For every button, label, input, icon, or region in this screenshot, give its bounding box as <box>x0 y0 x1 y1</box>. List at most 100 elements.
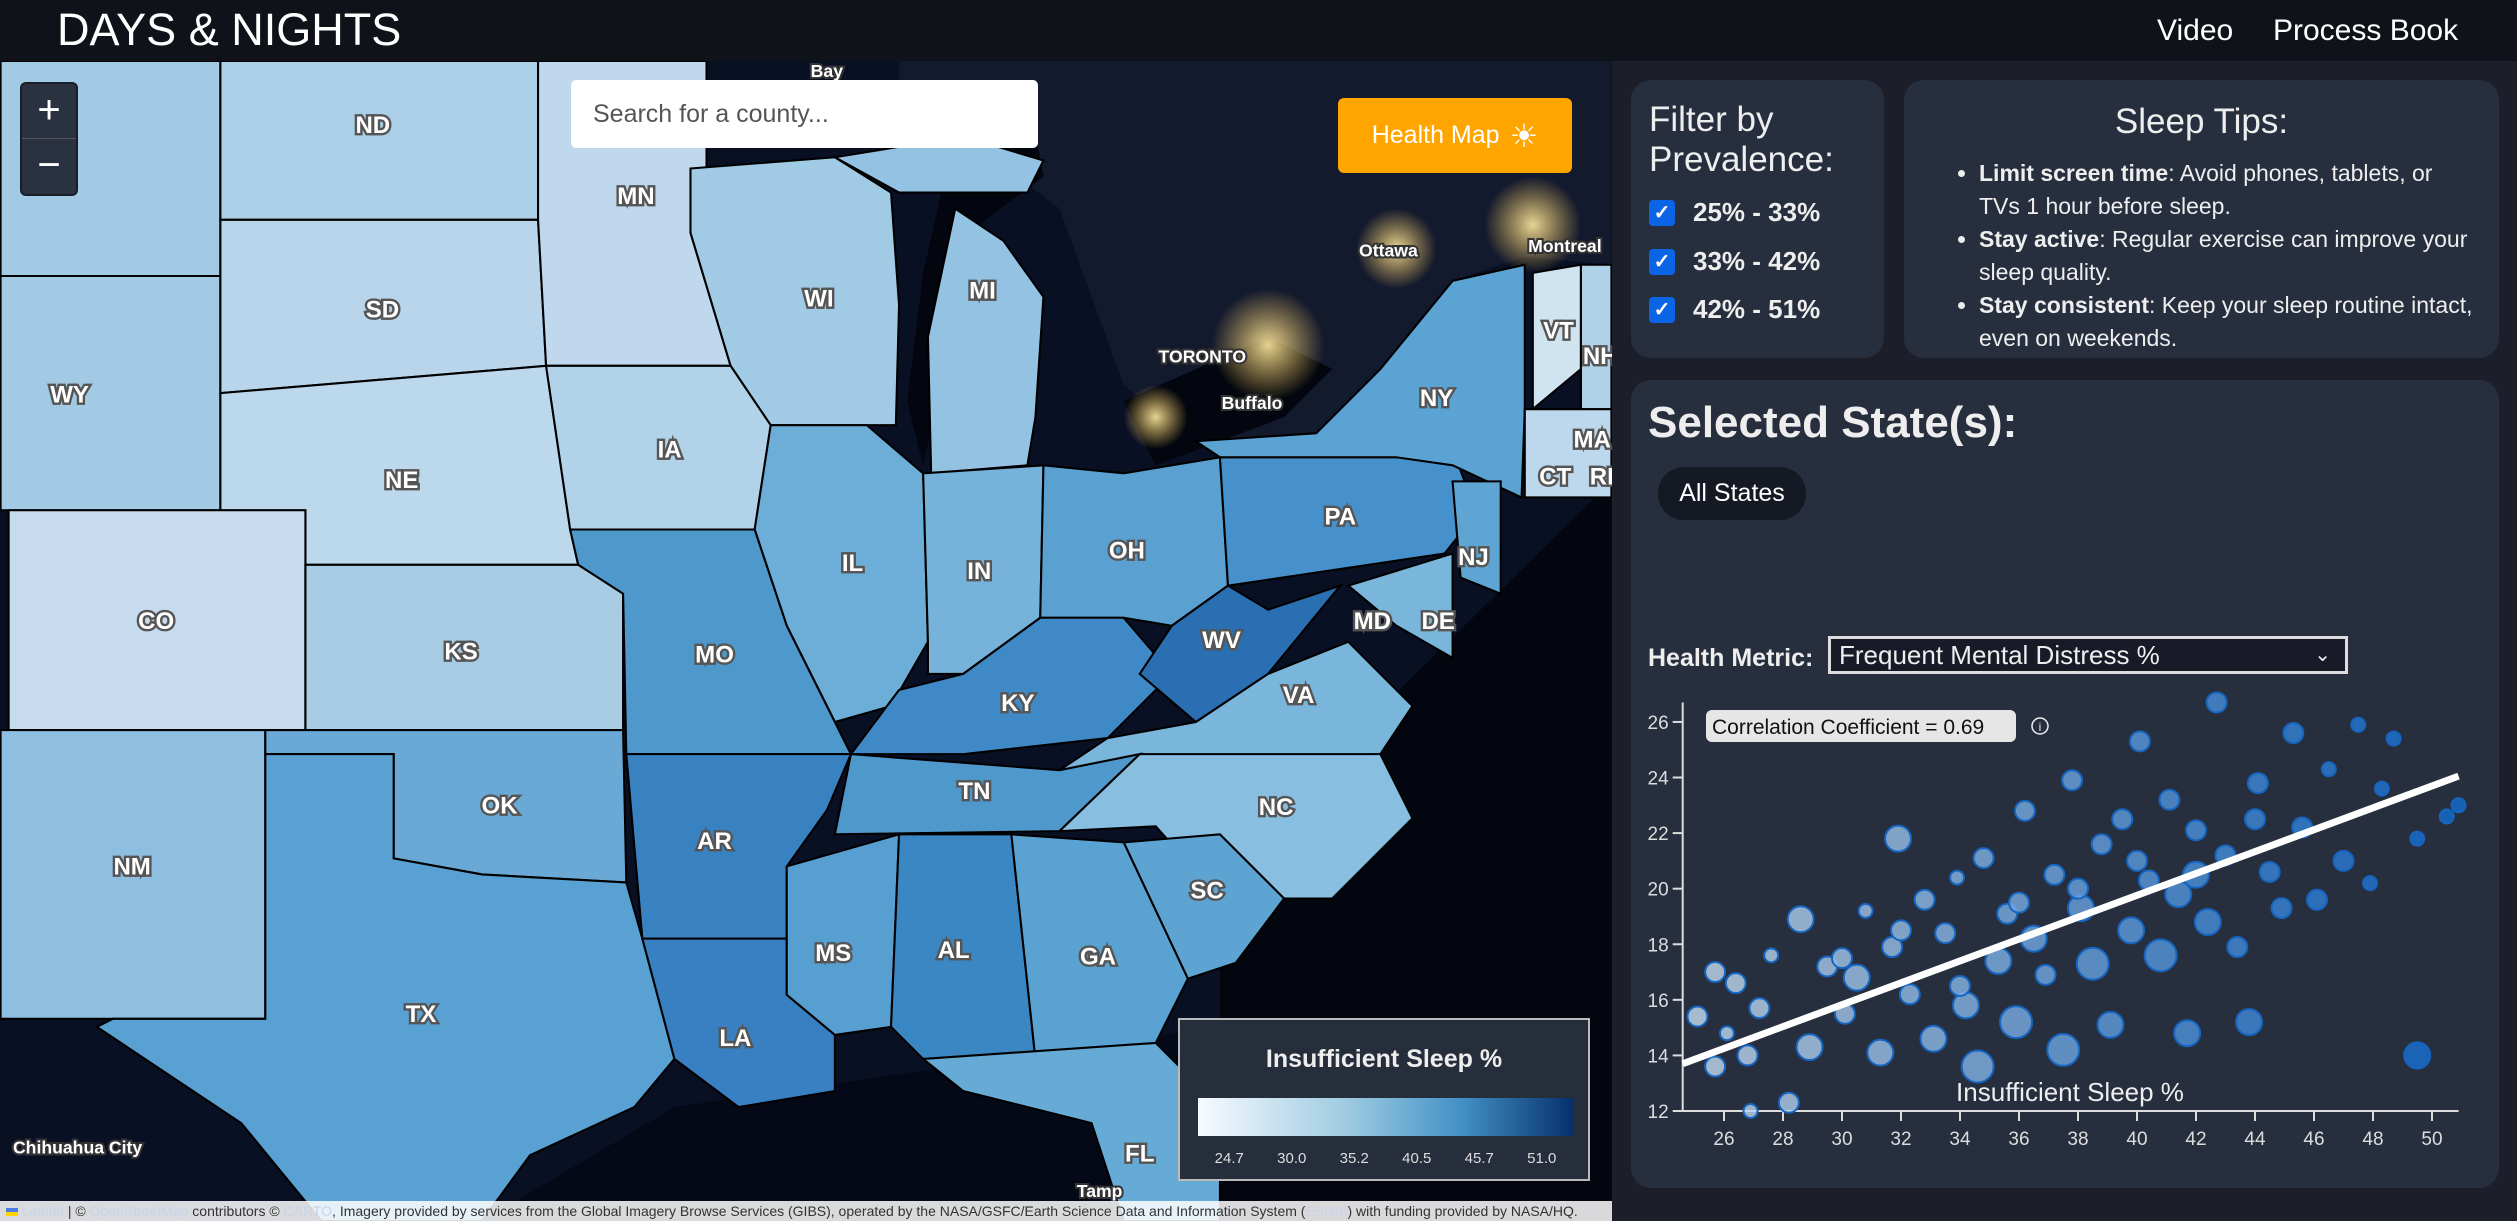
sleep-tips-panel: Sleep Tips: Limit screen time: Avoid pho… <box>1904 80 2499 358</box>
state-label: AL <box>938 937 970 964</box>
legend-title: Insufficient Sleep % <box>1265 1045 1503 1073</box>
filter-option-33-42[interactable]: ✓ 33% - 42% <box>1649 246 1820 277</box>
state-label: NY <box>1420 385 1453 412</box>
data-point <box>1898 983 1921 1006</box>
x-tick-label: 34 <box>1949 1129 1971 1150</box>
data-point <box>1718 1025 1735 1042</box>
data-point <box>1866 1038 1895 1067</box>
data-point <box>1842 963 1871 992</box>
leaflet-link[interactable]: Leaflet <box>21 1203 64 1219</box>
state-shape-ma-ct-ri[interactable] <box>1523 408 1612 499</box>
data-point <box>1999 1005 2034 1040</box>
city-label: TORONTO <box>1159 347 1246 367</box>
state-label: WV <box>1202 627 1241 654</box>
app-title: DAYS & NIGHTS <box>57 4 402 55</box>
state-shape-tx[interactable] <box>94 753 676 1221</box>
data-point <box>2128 730 2151 753</box>
filter-option-25-33[interactable]: ✓ 25% - 33% <box>1649 197 1820 228</box>
x-tick-label: 50 <box>2421 1129 2442 1150</box>
sun-icon: ☀ <box>1509 117 1539 154</box>
state-label: SD <box>366 297 399 324</box>
y-tick-label: 20 <box>1648 880 1669 901</box>
state-label: RI <box>1590 464 1612 491</box>
state-shape-fl[interactable] <box>920 1041 1221 1221</box>
x-axis-label: Insufficient Sleep % <box>1956 1077 2184 1107</box>
state-shape-ks[interactable] <box>304 563 625 732</box>
legend-tick: 24.7 <box>1214 1150 1244 1167</box>
selected-states-title: Selected State(s): <box>1648 398 2018 447</box>
data-point <box>2282 722 2305 745</box>
county-search-input[interactable] <box>571 80 1038 148</box>
x-tick-label: 32 <box>1890 1129 1911 1150</box>
info-icon-glyph: i <box>2039 720 2042 734</box>
checkbox-checked-icon[interactable]: ✓ <box>1649 296 1675 323</box>
state-shape-wi[interactable] <box>689 156 901 427</box>
y-tick-label: 14 <box>1648 1046 1670 1067</box>
filter-option-label: 25% - 33% <box>1693 197 1821 227</box>
legend-tick: 40.5 <box>1402 1150 1432 1167</box>
x-tick-label: 28 <box>1772 1129 1793 1150</box>
state-shape-ga[interactable] <box>1010 833 1190 1061</box>
data-point <box>2013 799 2036 822</box>
info-icon-circle <box>2031 717 2049 735</box>
state-shape-mi[interactable] <box>926 206 1045 475</box>
osm-link[interactable]: OpenStreetMap <box>89 1203 189 1219</box>
zoom-in-button[interactable]: + <box>22 84 76 139</box>
state-label: ND <box>355 112 390 139</box>
state-shape-nh[interactable] <box>1579 263 1612 411</box>
data-point <box>1857 902 1874 919</box>
data-point <box>2438 808 2455 825</box>
data-point <box>1913 888 1936 911</box>
attribution-text: contributors © <box>188 1203 284 1219</box>
health-metric-select[interactable]: Frequent Mental Distress % ⌄ <box>1828 636 2348 674</box>
legend-ticks: 24.7 30.0 35.2 40.5 45.7 51.0 <box>1198 1150 1573 1167</box>
zoom-out-button[interactable]: − <box>37 143 61 187</box>
state-label: KY <box>1001 690 1034 717</box>
state-shape-nj[interactable] <box>1451 480 1502 596</box>
health-map-toggle-button[interactable]: Health Map ☀ <box>1338 98 1572 173</box>
state-shape-nd[interactable] <box>219 61 540 221</box>
state-label: MS <box>815 940 851 967</box>
data-point <box>2244 808 2266 831</box>
state-label: NE <box>385 467 418 494</box>
data-point <box>2067 877 2089 900</box>
map-attribution: Leaflet | © OpenStreetMap contributors ©… <box>0 1201 1612 1221</box>
data-point <box>1972 847 1995 870</box>
data-point <box>2409 830 2426 847</box>
attribution-text: , Imagery provided by services from the … <box>332 1203 1306 1219</box>
checkbox-checked-icon[interactable]: ✓ <box>1649 199 1675 226</box>
checkbox-checked-icon[interactable]: ✓ <box>1649 248 1675 275</box>
state-label: NM <box>113 853 150 880</box>
state-shape-wv[interactable] <box>1138 583 1344 724</box>
attribution-text: ) with funding provided by NASA/HQ. <box>1347 1203 1578 1219</box>
state-shape-md[interactable] <box>1346 552 1454 660</box>
city-label: Ottawa <box>1359 241 1418 261</box>
data-point <box>2173 1019 2202 1048</box>
city-lights <box>1211 288 1325 402</box>
tip-heading: Stay active <box>1979 226 2100 252</box>
regression-line <box>1681 772 2460 1068</box>
data-point <box>1884 824 1913 853</box>
choropleth-map[interactable]: ND SD WY NE CO KS NM OK TX MN WI MI IA I… <box>0 61 1612 1221</box>
filter-option-42-51[interactable]: ✓ 42% - 51% <box>1649 294 1820 325</box>
scatter-chart: 26 28 30 32 34 36 38 40 42 44 46 48 50 12 14 16 18 20 22 24… <box>1648 691 2467 1150</box>
data-point <box>2046 1032 2081 1067</box>
data-point <box>2385 730 2402 747</box>
city-lights <box>1484 176 1581 273</box>
state-label: CO <box>138 608 174 635</box>
data-point <box>2193 908 2222 937</box>
x-tick-label: 38 <box>2067 1129 2088 1150</box>
data-point <box>2270 897 2293 920</box>
data-point <box>1831 947 1853 970</box>
nav-video-link[interactable]: Video <box>2157 14 2234 47</box>
state-pill-all-states[interactable]: All States <box>1658 467 1806 520</box>
carto-link[interactable]: CARTO <box>283 1203 333 1219</box>
info-icon[interactable]: i <box>2031 717 2049 735</box>
state-shape-ky[interactable] <box>848 616 1174 756</box>
data-point <box>1777 1091 1800 1114</box>
nav-process-book-link[interactable]: Process Book <box>2273 14 2459 47</box>
data-point <box>2373 780 2390 797</box>
data-point <box>1890 919 1912 942</box>
esdis-link[interactable]: ESDIS <box>1305 1203 1348 1219</box>
state-shape-ms[interactable] <box>785 832 901 1036</box>
